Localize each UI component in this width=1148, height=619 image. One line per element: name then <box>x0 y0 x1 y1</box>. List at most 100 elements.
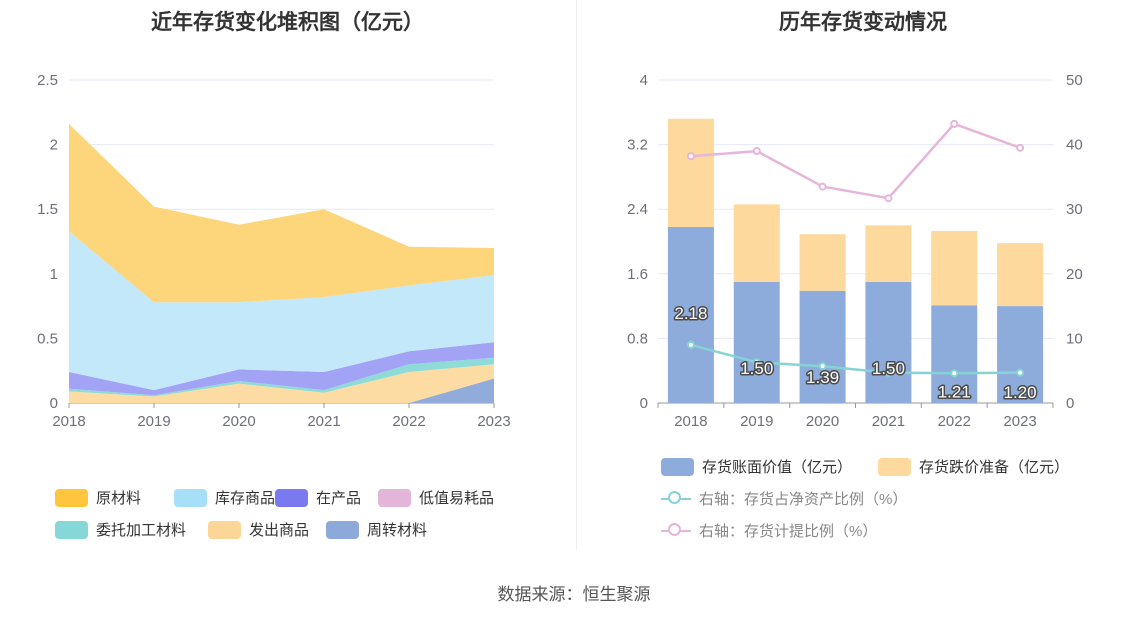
bar-line-chart-panel: 历年存货变动情况 0 0.8 1.6 2.4 3.2 4 0 10 20 30 40 50 2018 20… <box>578 0 1148 550</box>
legend-item[interactable]: 原材料 <box>55 487 141 508</box>
panel-divider <box>576 0 577 550</box>
right-chart-title: 历年存货变动情况 <box>779 11 947 34</box>
line-point <box>686 340 695 349</box>
legend-swatch <box>55 488 88 507</box>
legend-label: 原材料 <box>96 490 142 507</box>
bar-segment <box>931 231 978 306</box>
legend-swatch <box>275 488 308 507</box>
y-tick-label: 1.6 <box>627 266 648 283</box>
y-tick-label: 0.5 <box>37 330 58 347</box>
y-tick-label: 2 <box>50 137 58 154</box>
y2-tick-label: 30 <box>1066 201 1083 218</box>
bar-data-label: 1.20 <box>1004 383 1037 402</box>
stacked-area-chart-panel: 近年存货变化堆积图（亿元） 0 0.5 1 1.5 2 2.5 2018 2019 2020 20… <box>0 0 575 550</box>
area-series-发出商品 <box>69 364 494 403</box>
x-tick-label: 2023 <box>1003 413 1036 430</box>
bar-segment <box>667 226 714 403</box>
y2-tick-label: 50 <box>1066 72 1083 89</box>
legend-item[interactable]: 右轴：存货占净资产比例（%） <box>661 488 907 509</box>
bar-data-label: 1.39 <box>806 368 839 387</box>
line-point <box>752 147 761 156</box>
bar-segment <box>733 281 780 403</box>
bar-segment <box>997 306 1044 403</box>
area-series-原材料 <box>69 123 494 303</box>
y-tick-label: 0.8 <box>627 330 648 347</box>
x-tick-label: 2020 <box>806 413 839 430</box>
line-point <box>950 119 959 128</box>
area-series-在产品 <box>69 342 494 396</box>
y-tick-label: 2.5 <box>37 72 58 89</box>
legend-item[interactable]: 右轴：存货计提比例（%） <box>661 520 877 541</box>
y2-tick-label: 40 <box>1066 137 1083 154</box>
bar-data-label: 1.21 <box>938 382 971 401</box>
legend-item[interactable]: 发出商品 <box>208 519 309 540</box>
line-point <box>752 358 761 367</box>
x-tick-label: 2018 <box>674 413 707 430</box>
legend-item[interactable]: 存货跌价准备（亿元） <box>878 456 1069 477</box>
legend-label: 在产品 <box>316 490 362 507</box>
data-source-note: 数据来源：恒生聚源 <box>497 585 651 604</box>
bar-segment <box>865 225 912 282</box>
legend-label: 存货账面价值（亿元） <box>702 459 853 476</box>
x-tick-label: 2023 <box>477 413 510 430</box>
bar-data-label: 1.50 <box>872 359 905 378</box>
legend-item[interactable]: 委托加工材料 <box>55 519 186 540</box>
line-series <box>690 343 1021 375</box>
x-tick-label: 2019 <box>740 413 773 430</box>
x-tick-label: 2018 <box>52 413 85 430</box>
y-tick-label: 3.2 <box>627 137 648 154</box>
bar-data-label: 1.50 <box>740 359 773 378</box>
y-tick-label: 1 <box>50 266 58 283</box>
legend-swatch <box>208 520 241 539</box>
legend-item[interactable]: 低值易耗品 <box>378 487 494 508</box>
line-point <box>1016 143 1025 152</box>
line-point <box>884 368 893 377</box>
area-series-委托加工材料 <box>69 357 494 397</box>
legend-swatch <box>326 520 359 539</box>
y-tick-label: 0 <box>640 395 648 412</box>
line-point <box>686 152 695 161</box>
bar-segment <box>997 243 1044 307</box>
legend-item[interactable]: 库存商品 <box>174 487 275 508</box>
legend-label: 发出商品 <box>249 522 310 539</box>
line-point <box>1016 368 1025 377</box>
x-tick-label: 2021 <box>307 413 340 430</box>
bar-segment <box>931 305 978 403</box>
x-tick-label: 2020 <box>222 413 255 430</box>
y2-tick-label: 20 <box>1066 266 1083 283</box>
legend-item[interactable]: 存货账面价值（亿元） <box>661 456 852 477</box>
area-chart-plot: 0 0.5 1 1.5 2 2.5 2018 2019 2020 2021 2022 2023 <box>37 72 511 430</box>
x-tick-label: 2022 <box>392 413 425 430</box>
y-tick-label: 4 <box>640 72 648 89</box>
x-tick-label: 2019 <box>137 413 170 430</box>
legend-swatch <box>378 488 411 507</box>
legend-swatch <box>661 522 691 540</box>
legend-swatch <box>878 457 911 476</box>
bar-data-label: 2.18 <box>674 304 707 323</box>
y2-tick-label: 10 <box>1066 330 1083 347</box>
legend-swatch <box>174 488 207 507</box>
legend-label: 存货跌价准备（亿元） <box>919 459 1070 476</box>
legend-label: 右轴：存货计提比例（%） <box>699 523 878 540</box>
y-tick-label: 2.4 <box>627 201 648 218</box>
bar-segment <box>865 281 912 403</box>
legend-label: 委托加工材料 <box>96 522 187 539</box>
x-tick-label: 2021 <box>872 413 905 430</box>
line-point <box>818 182 827 191</box>
y-tick-label: 1.5 <box>37 201 58 218</box>
area-series-周转材料 <box>69 378 494 403</box>
line-series <box>690 122 1021 200</box>
legend-label: 低值易耗品 <box>419 490 495 507</box>
bar-segment <box>799 290 846 403</box>
bar-segment <box>799 234 846 291</box>
legend-item[interactable]: 周转材料 <box>326 519 427 540</box>
bar-segment <box>667 118 714 227</box>
y-tick-label: 0 <box>50 395 58 412</box>
bar-chart-legend: 存货账面价值（亿元） 存货跌价准备（亿元） 右轴：存货占净资产比例（%） 右轴：存货计… <box>578 0 1148 550</box>
left-chart-title: 近年存货变化堆积图（亿元） <box>151 11 424 34</box>
legend-item[interactable]: 在产品 <box>275 487 361 508</box>
bar-segment <box>733 204 780 282</box>
legend-label: 库存商品 <box>215 490 276 507</box>
x-tick-label: 2022 <box>938 413 971 430</box>
legend-label: 右轴：存货占净资产比例（%） <box>699 491 908 508</box>
